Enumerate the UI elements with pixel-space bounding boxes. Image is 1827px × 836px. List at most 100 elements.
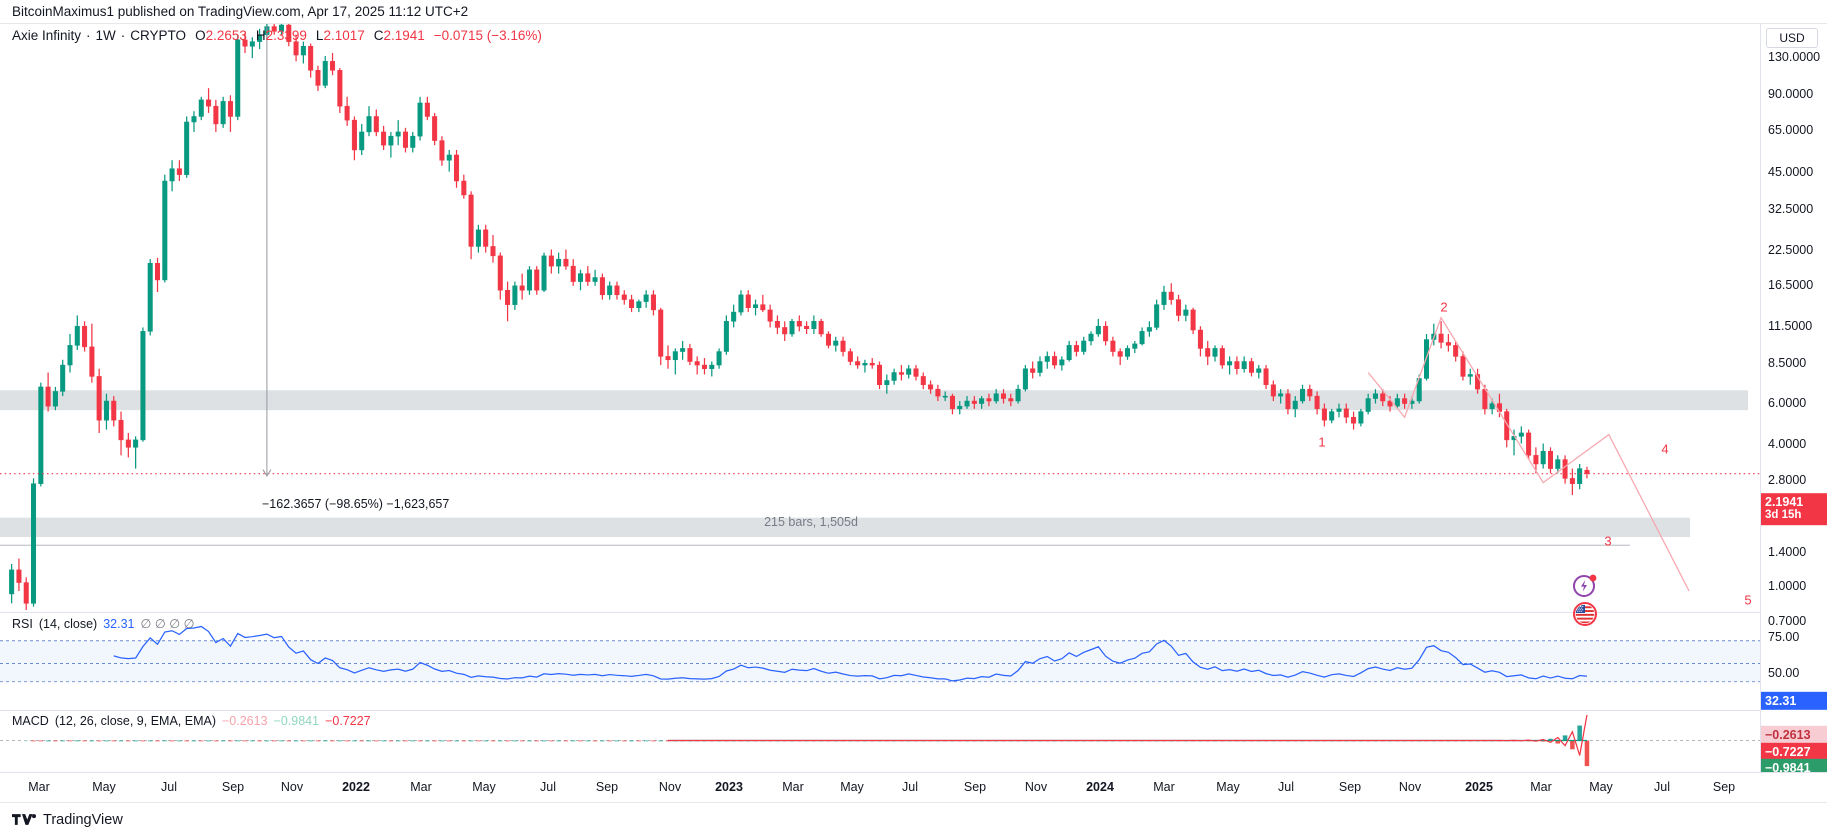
candle-body (60, 364, 66, 392)
candle-body (505, 289, 511, 305)
macd-histogram-bar (250, 740, 255, 742)
macd-histogram-bar (461, 740, 467, 742)
candle-body (9, 569, 15, 595)
candle-body (111, 400, 117, 421)
price-axis-tick: 11.5000 (1768, 319, 1813, 333)
candle-body (271, 26, 277, 32)
macd-histogram-bar (366, 740, 372, 742)
currency-unit-label[interactable]: USD (1766, 28, 1818, 48)
candle-body (74, 325, 80, 346)
candle-body (1292, 400, 1298, 410)
chart-legend[interactable]: Axie Infinity · 1W · CRYPTO O2.2653 H2.3… (12, 28, 542, 43)
macd-histogram-bar (658, 740, 663, 742)
macd-histogram-bar (629, 740, 634, 742)
rsi-legend[interactable]: RSI (14, close) 32.31 ∅ ∅ ∅ ∅ (12, 616, 194, 632)
macd-histogram-bar (483, 740, 488, 742)
time-axis[interactable]: Mar May Jul Sep Nov 2022 Mar May Jul Sep Nov 2023 Ma… (0, 772, 1827, 802)
candle-body (745, 294, 751, 309)
legend-close: C2.1941 (374, 28, 425, 43)
candle-body (1000, 393, 1007, 399)
candle-body (1358, 411, 1364, 424)
candle-body (1540, 451, 1546, 465)
candle-body (1343, 408, 1349, 418)
macd-histogram-bar (454, 740, 459, 742)
candle-body (1183, 309, 1189, 316)
candle-body (490, 246, 496, 257)
candle-body (176, 168, 182, 175)
candle-body (1453, 345, 1459, 357)
candle-body (468, 194, 474, 247)
candle-body (381, 131, 387, 146)
candle-body (548, 255, 554, 267)
publisher-bar: BitcoinMaximus1 published on TradingView… (0, 0, 1827, 24)
rsi-canvas[interactable] (0, 613, 1760, 710)
macd-histogram-bar (330, 740, 335, 742)
candle-body (570, 265, 576, 282)
candle-body (650, 294, 656, 311)
candle-body (1117, 351, 1123, 357)
macd-histogram-bar (257, 740, 262, 742)
candle-body (213, 105, 219, 125)
elliott-wave-label-1: 1 (1318, 434, 1326, 450)
macd-histogram-bar (446, 740, 452, 742)
candle-body (556, 258, 562, 267)
candle-body (1467, 374, 1473, 377)
candle-body (1197, 329, 1203, 349)
candle-body (869, 363, 875, 366)
chart-badge-icons[interactable] (1572, 572, 1598, 627)
candle-body (300, 45, 306, 56)
macd-histogram-bar (417, 740, 423, 742)
price-axis-tick: 4.0000 (1768, 437, 1807, 451)
legend-symbol[interactable]: Axie Infinity (12, 28, 82, 43)
macd-histogram-bar (498, 740, 503, 742)
candle-body (1044, 356, 1050, 362)
macd-histogram-bar (468, 740, 474, 742)
candle-body (315, 70, 321, 86)
macd-params: (12, 26, close, 9, EMA, EMA) (54, 714, 216, 728)
candle-body (935, 388, 941, 397)
candle-body (1139, 331, 1145, 345)
macd-histogram-bar (293, 740, 299, 742)
price-axis-tick: 22.5000 (1768, 243, 1814, 257)
candlestick-canvas[interactable] (0, 24, 1760, 610)
candle-body (920, 376, 926, 385)
candle-body (629, 299, 635, 309)
candle-body (519, 285, 525, 291)
candle-body (592, 277, 598, 282)
candle-body (1190, 309, 1196, 331)
candle-body (731, 311, 737, 322)
time-axis-tick: 2023 (715, 780, 743, 794)
price-pane[interactable] (0, 24, 1760, 610)
candle-body (964, 400, 970, 407)
candle-body (1022, 368, 1028, 390)
macd-histogram-bar (381, 740, 386, 742)
macd-histogram-bar (476, 740, 481, 742)
rsi-line (113, 625, 1588, 682)
price-axis-tick: 90.0000 (1768, 87, 1814, 101)
lightning-badge-icon[interactable] (1572, 572, 1598, 598)
elliott-wave-label-3: 3 (1604, 533, 1612, 549)
macd-legend[interactable]: MACD (12, 26, close, 9, EMA, EMA) −0.261… (12, 714, 371, 728)
macd-histogram-bar (177, 740, 182, 742)
macd-histogram-bar (585, 740, 591, 742)
rsi-pane[interactable]: RSI (14, close) 32.31 ∅ ∅ ∅ ∅ (0, 612, 1760, 710)
macd-histogram-bar (191, 740, 197, 742)
candle-body (82, 325, 88, 348)
macd-pane[interactable]: MACD (12, 26, close, 9, EMA, EMA) −0.261… (0, 710, 1760, 772)
legend-interval[interactable]: 1W (95, 28, 116, 43)
candle-body (534, 269, 540, 291)
candle-body (1387, 400, 1393, 407)
candle-body (898, 372, 904, 375)
price-axis[interactable]: USD 130.0000 90.0000 65.0000 45.0000 32.5000… (1760, 24, 1827, 778)
candle-body (1307, 388, 1313, 397)
candle-body (1555, 459, 1561, 469)
candle-body (811, 321, 817, 329)
candle-body (1372, 393, 1378, 399)
elliott-wave-path[interactable] (1367, 316, 1690, 592)
us-flag-badge-icon[interactable] (1572, 601, 1598, 627)
candle-body (1394, 398, 1400, 407)
candle-body (103, 400, 109, 421)
time-axis-tick: Sep (595, 780, 619, 794)
legend-sep-1: · (86, 28, 91, 43)
macd-canvas[interactable] (0, 711, 1760, 772)
